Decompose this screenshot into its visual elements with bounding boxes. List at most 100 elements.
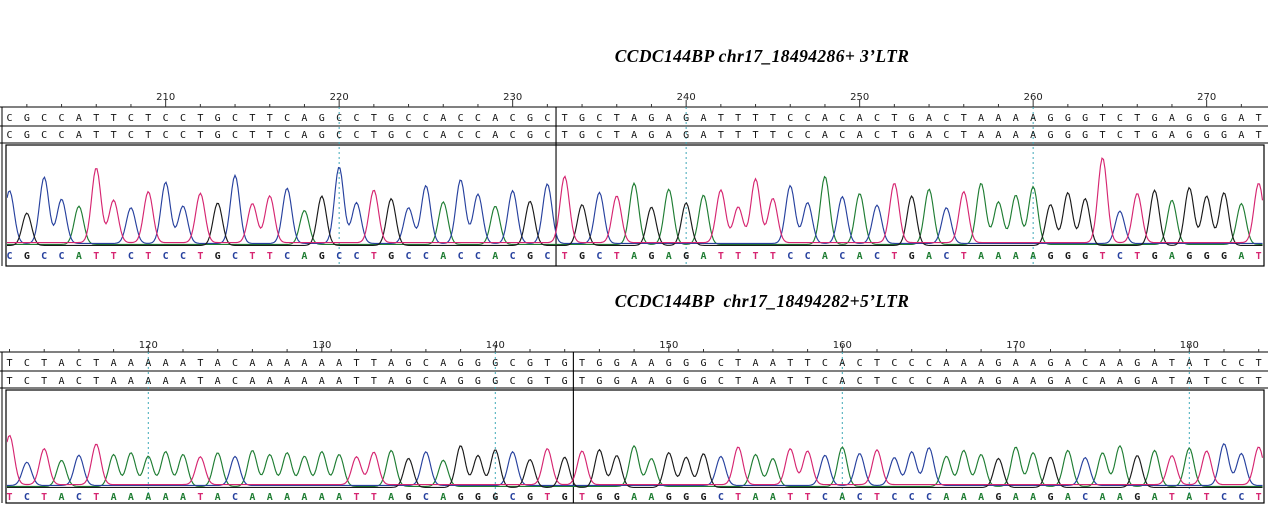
svg-text:C: C <box>6 251 12 262</box>
svg-text:T: T <box>735 358 741 369</box>
svg-text:A: A <box>700 251 706 262</box>
svg-text:C: C <box>163 130 169 141</box>
svg-text:A: A <box>215 376 221 387</box>
svg-text:G: G <box>406 376 412 387</box>
svg-text:G: G <box>1082 130 1088 141</box>
svg-text:A: A <box>388 376 394 387</box>
svg-text:170: 170 <box>1006 340 1025 351</box>
svg-text:A: A <box>770 376 776 387</box>
svg-text:T: T <box>371 376 377 387</box>
svg-text:T: T <box>1256 492 1262 503</box>
svg-text:T: T <box>1100 113 1106 124</box>
svg-text:C: C <box>926 358 932 369</box>
svg-text:A: A <box>995 251 1001 262</box>
svg-text:C: C <box>24 376 30 387</box>
svg-text:C: C <box>1238 376 1244 387</box>
svg-text:A: A <box>336 376 342 387</box>
svg-text:T: T <box>145 251 151 262</box>
svg-text:A: A <box>76 130 82 141</box>
svg-text:C: C <box>1117 251 1123 262</box>
svg-text:G: G <box>995 376 1001 387</box>
svg-text:T: T <box>735 492 741 503</box>
svg-text:C: C <box>544 130 550 141</box>
svg-text:130: 130 <box>312 340 331 351</box>
svg-text:C: C <box>874 251 880 262</box>
svg-text:A: A <box>978 358 984 369</box>
svg-text:G: G <box>666 358 672 369</box>
svg-text:T: T <box>1100 130 1106 141</box>
svg-text:G: G <box>995 492 1001 503</box>
svg-text:C: C <box>1117 113 1123 124</box>
svg-text:A: A <box>1169 251 1175 262</box>
svg-text:T: T <box>1256 376 1262 387</box>
svg-text:C: C <box>510 376 516 387</box>
svg-text:T: T <box>1134 251 1140 262</box>
svg-text:C: C <box>510 358 516 369</box>
svg-text:C: C <box>822 492 828 503</box>
svg-text:C: C <box>1221 492 1227 503</box>
svg-text:A: A <box>753 492 759 503</box>
svg-text:T: T <box>770 130 776 141</box>
svg-text:A: A <box>822 113 828 124</box>
svg-text:C: C <box>544 113 550 124</box>
svg-text:C: C <box>353 130 359 141</box>
svg-text:A: A <box>700 130 706 141</box>
svg-text:T: T <box>891 130 897 141</box>
svg-text:G: G <box>388 113 394 124</box>
svg-text:C: C <box>76 376 82 387</box>
svg-text:T: T <box>1100 251 1106 262</box>
svg-text:A: A <box>145 358 151 369</box>
svg-text:A: A <box>857 130 863 141</box>
svg-text:T: T <box>718 130 724 141</box>
svg-text:C: C <box>336 113 342 124</box>
svg-text:A: A <box>666 130 672 141</box>
svg-text:A: A <box>301 358 307 369</box>
svg-text:G: G <box>666 376 672 387</box>
svg-text:T: T <box>371 358 377 369</box>
svg-text:T: T <box>93 376 99 387</box>
svg-text:T: T <box>1169 492 1175 503</box>
svg-text:C: C <box>41 251 47 262</box>
svg-text:260: 260 <box>1024 92 1043 103</box>
svg-text:A: A <box>492 130 498 141</box>
svg-text:A: A <box>857 251 863 262</box>
svg-text:220: 220 <box>330 92 349 103</box>
svg-text:G: G <box>458 376 464 387</box>
svg-text:A: A <box>180 492 186 503</box>
svg-text:A: A <box>1013 251 1019 262</box>
svg-text:G: G <box>1047 358 1053 369</box>
svg-text:T: T <box>579 492 585 503</box>
svg-text:G: G <box>562 492 568 503</box>
svg-text:A: A <box>753 376 759 387</box>
svg-text:G: G <box>1082 113 1088 124</box>
svg-text:C: C <box>857 358 863 369</box>
svg-text:C: C <box>510 113 516 124</box>
svg-text:A: A <box>215 358 221 369</box>
svg-text:A: A <box>336 492 342 503</box>
svg-text:T: T <box>93 130 99 141</box>
svg-text:G: G <box>700 358 706 369</box>
svg-text:C: C <box>284 113 290 124</box>
svg-text:G: G <box>1221 130 1227 141</box>
svg-text:C: C <box>718 358 724 369</box>
svg-text:T: T <box>891 113 897 124</box>
svg-text:T: T <box>562 130 568 141</box>
svg-text:A: A <box>111 492 117 503</box>
svg-text:G: G <box>579 113 585 124</box>
svg-text:A: A <box>1100 358 1106 369</box>
svg-text:C: C <box>284 251 290 262</box>
svg-text:A: A <box>631 492 637 503</box>
svg-text:T: T <box>735 251 741 262</box>
svg-text:A: A <box>926 113 932 124</box>
svg-text:C: C <box>891 376 897 387</box>
svg-text:C: C <box>76 492 82 503</box>
svg-text:T: T <box>41 376 47 387</box>
svg-text:C: C <box>336 251 342 262</box>
svg-text:180: 180 <box>1180 340 1199 351</box>
svg-text:C: C <box>857 376 863 387</box>
svg-text:G: G <box>1047 130 1053 141</box>
svg-text:T: T <box>267 113 273 124</box>
svg-text:T: T <box>544 376 550 387</box>
svg-text:A: A <box>978 113 984 124</box>
